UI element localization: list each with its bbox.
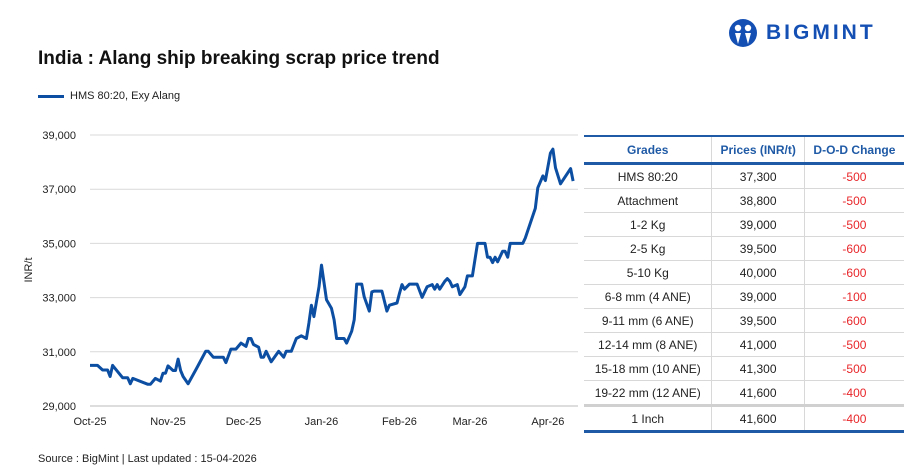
table-row: 19-22 mm (12 ANE) 41,600 -400	[584, 380, 904, 406]
column-header: Prices (INR/t)	[711, 135, 805, 165]
price-cell: 41,600	[711, 380, 805, 406]
x-tick-label: Jan-26	[305, 416, 339, 428]
grade-cell: 19-22 mm (12 ANE)	[584, 380, 713, 406]
x-tick-label: Nov-25	[150, 416, 185, 428]
source-note: Source : BigMint | Last updated : 15-04-…	[38, 453, 257, 465]
change-cell: -500	[804, 356, 904, 381]
change-cell: -100	[804, 284, 904, 309]
x-tick-label: Feb-26	[382, 416, 417, 428]
price-cell: 40,000	[711, 260, 805, 285]
chart-title: India : Alang ship breaking scrap price …	[38, 48, 440, 69]
table-row: 1-2 Kg 39,000 -500	[584, 212, 904, 237]
y-tick-label: 31,000	[42, 347, 76, 359]
price-cell: 39,000	[711, 212, 805, 237]
x-tick-label: Dec-25	[226, 416, 261, 428]
change-cell: -500	[804, 188, 904, 213]
table-row: 9-11 mm (6 ANE) 39,500 -600	[584, 308, 904, 333]
series-line	[90, 147, 575, 386]
y-tick-label: 29,000	[42, 401, 76, 413]
change-cell: -500	[804, 332, 904, 357]
table-row: 15-18 mm (10 ANE) 41,300 -500	[584, 356, 904, 381]
price-cell: 41,600	[711, 404, 805, 433]
grade-cell: HMS 80:20	[584, 163, 713, 189]
column-header: Grades	[584, 135, 713, 165]
table-row: HMS 80:20 37,300 -500	[584, 163, 904, 189]
grade-cell: 12-14 mm (8 ANE)	[584, 332, 713, 357]
grade-cell: Attachment	[584, 188, 713, 213]
legend: HMS 80:20, Exy Alang	[38, 90, 180, 102]
y-axis-label: INR/t	[23, 257, 35, 282]
table-row: 1 Inch 41,600 -400	[584, 404, 904, 433]
grade-cell: 9-11 mm (6 ANE)	[584, 308, 713, 333]
change-cell: -400	[804, 404, 904, 433]
bigmint-logo-icon	[729, 19, 757, 47]
y-tick-label: 39,000	[42, 130, 76, 142]
price-cell: 37,300	[711, 163, 805, 189]
change-cell: -600	[804, 236, 904, 261]
price-cell: 41,000	[711, 332, 805, 357]
x-tick-label: Mar-26	[452, 416, 487, 428]
change-cell: -500	[804, 212, 904, 237]
price-cell: 39,000	[711, 284, 805, 309]
price-cell: 41,300	[711, 356, 805, 381]
change-cell: -400	[804, 380, 904, 406]
table-row: 2-5 Kg 39,500 -600	[584, 236, 904, 261]
grade-cell: 2-5 Kg	[584, 236, 713, 261]
price-cell: 38,800	[711, 188, 805, 213]
price-cell: 39,500	[711, 236, 805, 261]
grade-cell: 1 Inch	[584, 404, 713, 433]
grade-cell: 6-8 mm (4 ANE)	[584, 284, 713, 309]
brand-name: BIGMINT	[766, 21, 876, 44]
price-table: Grades Prices (INR/t) D-O-D Change HMS 80:…	[584, 135, 904, 433]
price-cell: 39,500	[711, 308, 805, 333]
table-row: 12-14 mm (8 ANE) 41,000 -500	[584, 332, 904, 357]
change-cell: -600	[804, 308, 904, 333]
x-tick-label: Oct-25	[73, 416, 106, 428]
legend-label: HMS 80:20, Exy Alang	[70, 90, 181, 102]
table-row: 6-8 mm (4 ANE) 39,000 -100	[584, 284, 904, 309]
table-row: 5-10 Kg 40,000 -600	[584, 260, 904, 285]
change-cell: -500	[804, 163, 904, 189]
bigmint-logo: BIGMINT	[728, 18, 876, 48]
table-row: Attachment 38,800 -500	[584, 188, 904, 213]
column-header: D-O-D Change	[804, 135, 904, 165]
grade-cell: 1-2 Kg	[584, 212, 713, 237]
grade-cell: 15-18 mm (10 ANE)	[584, 356, 713, 381]
y-tick-label: 37,000	[42, 184, 76, 196]
y-tick-label: 33,000	[42, 293, 76, 305]
x-tick-label: Apr-26	[531, 416, 564, 428]
change-cell: -600	[804, 260, 904, 285]
grade-cell: 5-10 Kg	[584, 260, 713, 285]
legend-swatch	[38, 94, 64, 98]
y-tick-label: 35,000	[42, 238, 76, 250]
